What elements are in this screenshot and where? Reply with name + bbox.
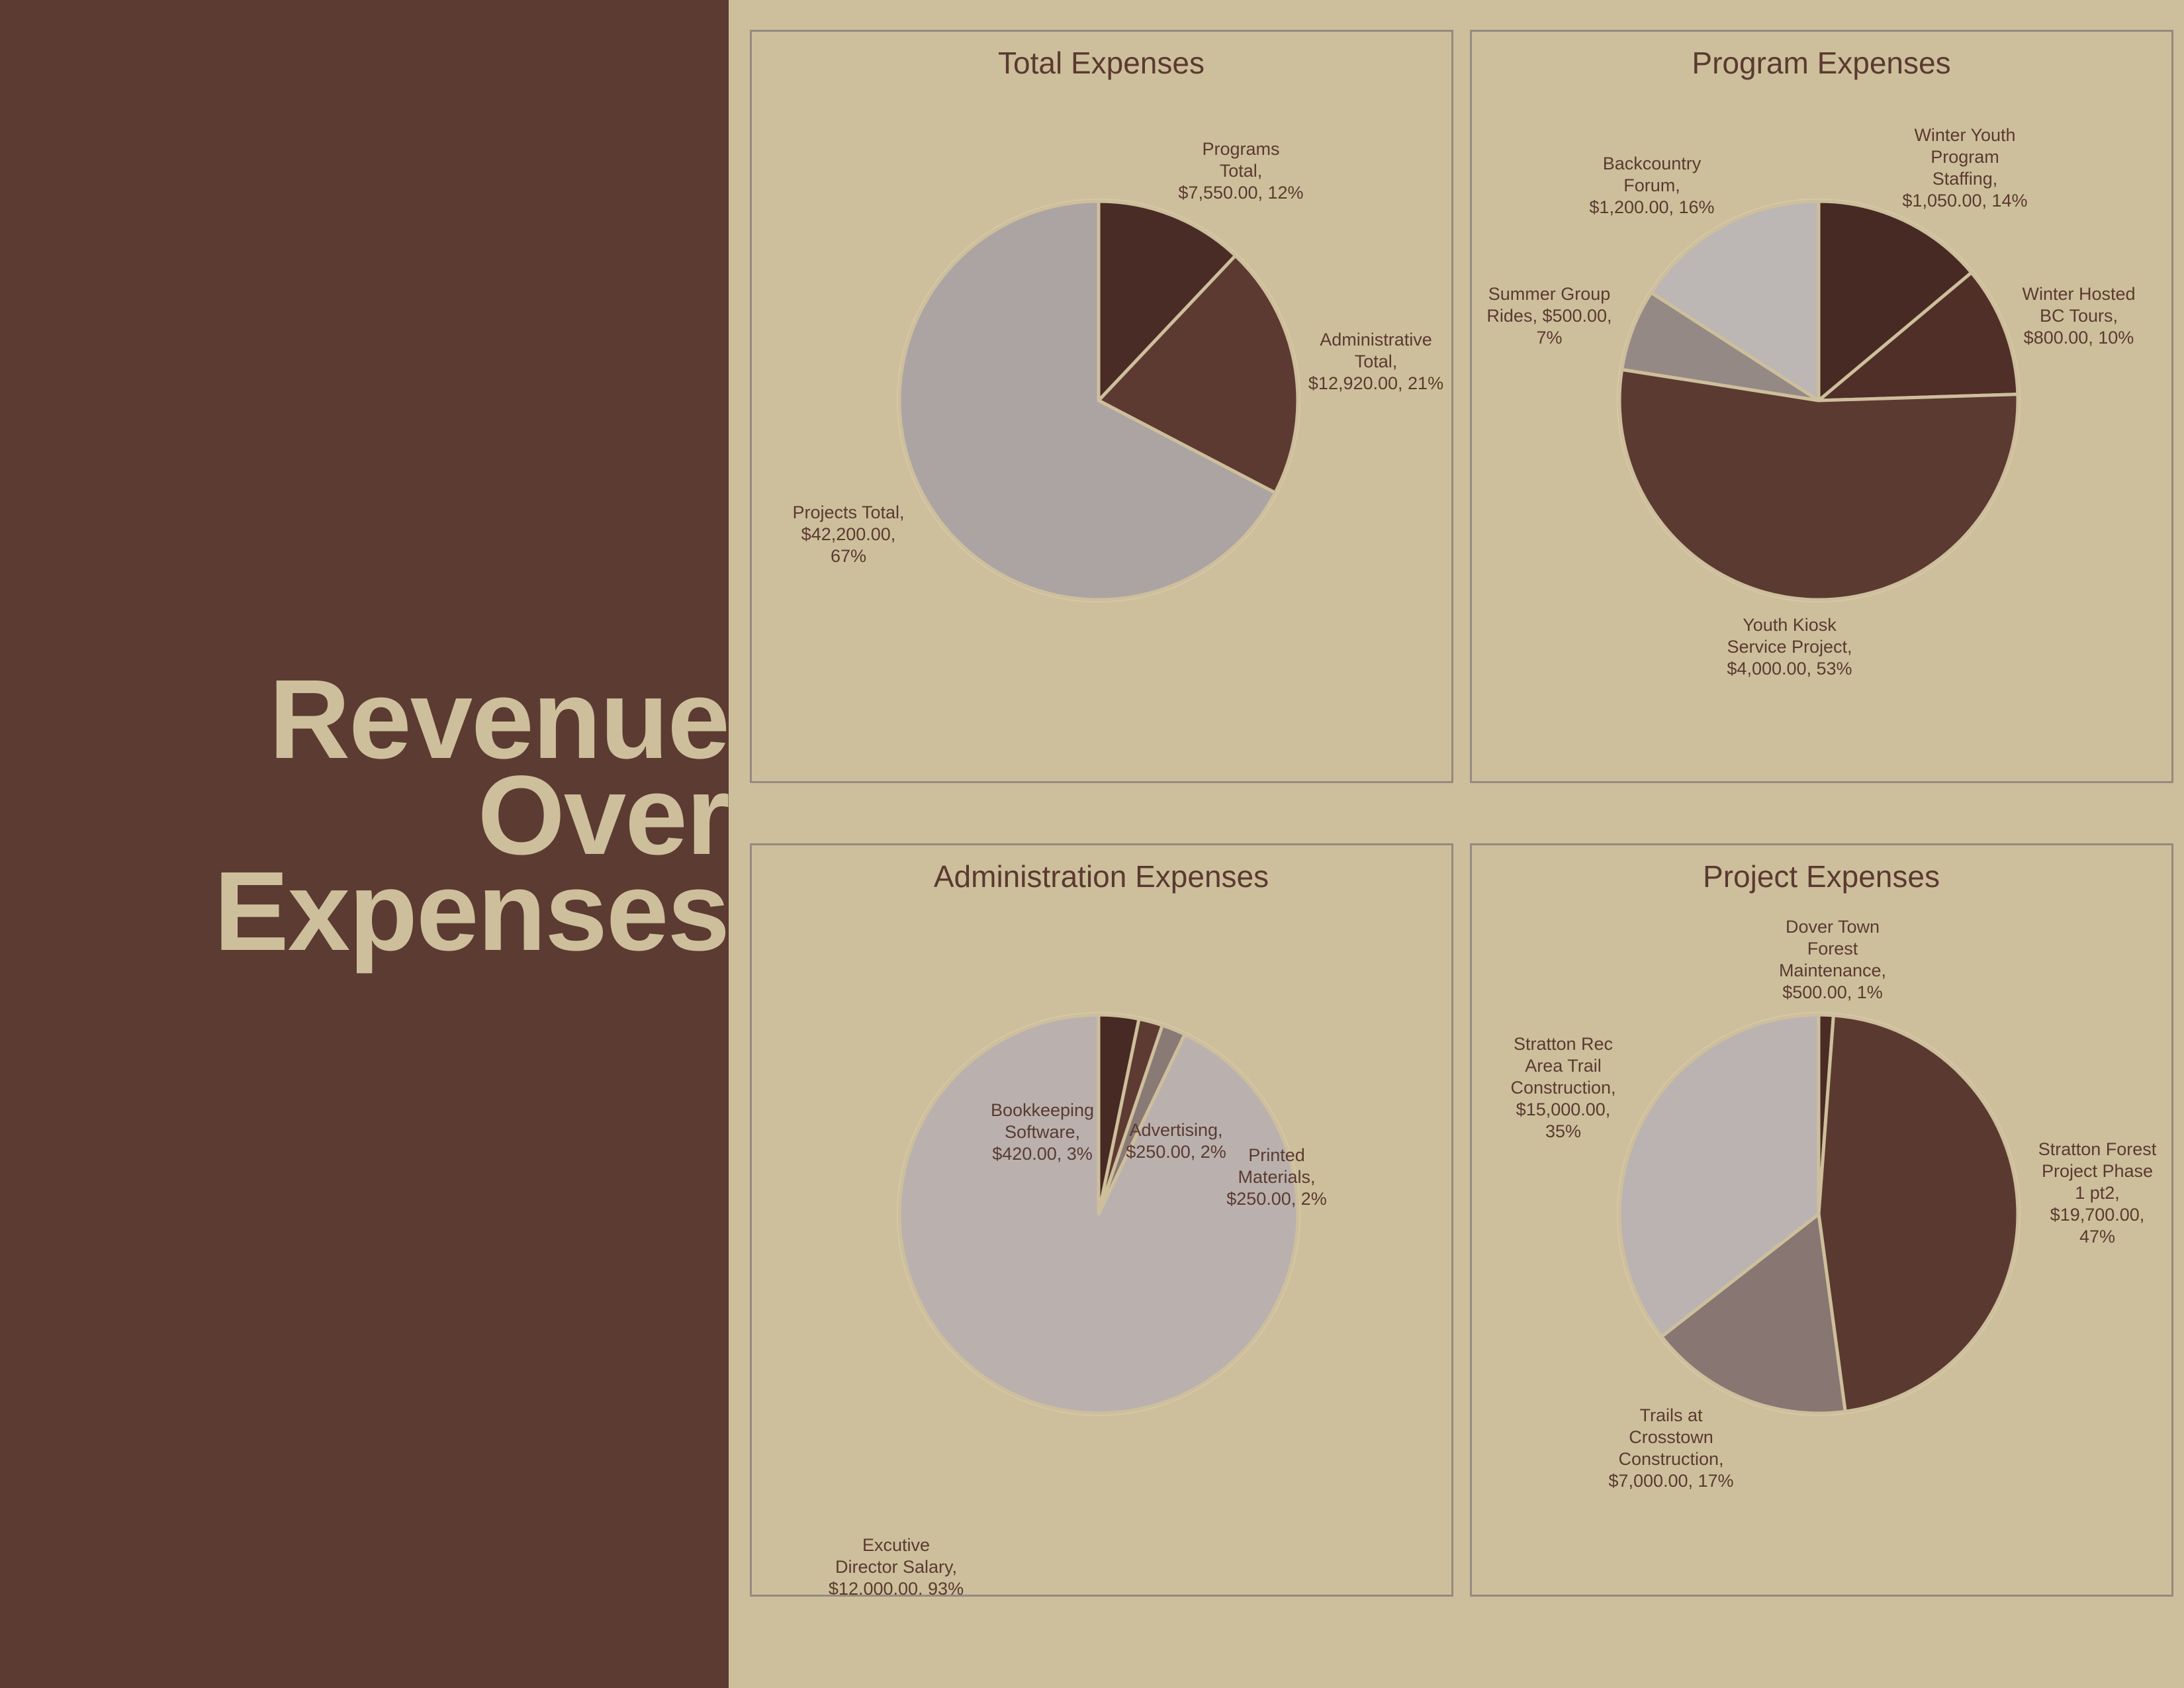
pie-slice-backcountry xyxy=(1649,199,1821,402)
slice-label-advertising: Advertising, $250.00, 2% xyxy=(1126,1120,1226,1162)
total-expenses-chart: Total Expenses Programs Total, $7,550.00, 1… xyxy=(750,30,1453,783)
slice-label-line: $1,050.00, 14% xyxy=(1902,191,2027,211)
chart-title: Project Expenses xyxy=(1703,859,1940,894)
slice-label-line: $420.00, 3% xyxy=(992,1144,1093,1164)
slice-label-line: Excutive xyxy=(862,1535,930,1555)
slice-label-line: BC Tours, xyxy=(2040,306,2118,326)
slice-label-line: Maintenance, xyxy=(1779,961,1886,980)
slice-label-line: Programs xyxy=(1202,139,1279,159)
slice-label-line: Service Project, xyxy=(1727,637,1852,657)
slice-label-line: $250.00, 2% xyxy=(1226,1189,1327,1209)
project-expenses-chart: Project Expenses Dover Town Forest Maintena… xyxy=(1470,843,2173,1597)
slice-label-line: Stratton Rec xyxy=(1514,1034,1613,1054)
slice-label-line: Youth Kiosk xyxy=(1743,615,1837,635)
slice-label-line: $42,200.00, xyxy=(801,524,896,544)
slice-label-line: Project Phase xyxy=(2042,1161,2153,1181)
slice-label-line: $19,700.00, xyxy=(2050,1205,2145,1225)
slice-label-stratton-forest: Stratton Forest Project Phase 1 pt2, $19,70… xyxy=(2038,1139,2157,1246)
page-title-line: Revenue xyxy=(269,657,730,782)
chart-title: Administration Expenses xyxy=(934,859,1269,894)
pie-slice-excutive xyxy=(897,1013,1300,1415)
slice-label-line: Rides, $500.00, xyxy=(1486,306,1612,326)
slice-label-line: Printed xyxy=(1248,1145,1305,1165)
slice-label-line: Staffing, xyxy=(1933,169,1998,189)
slice-label-line: Forum, xyxy=(1623,175,1680,195)
slice-label-trails-at: Trails at Crosstown Construction, $7,000.00… xyxy=(1608,1405,1733,1491)
slice-label-line: $500.00, 1% xyxy=(1782,982,1883,1002)
slice-label-line: $800.00, 10% xyxy=(2024,328,2134,348)
slice-label-line: Trails at xyxy=(1639,1405,1703,1425)
page-title-line: Over xyxy=(477,753,730,878)
pie-slice-winter-youth xyxy=(1817,199,1974,402)
slice-label-line: Projects Total, xyxy=(792,502,904,522)
slice-label-dover-town: Dover Town Forest Maintenance, $500.00, 1% xyxy=(1779,917,1886,1002)
slice-label-printed: Printed Materials, $250.00, 2% xyxy=(1226,1145,1327,1209)
slice-label-line: Advertising, xyxy=(1129,1120,1222,1140)
slice-label-bookkeeping: Bookkeeping Software, $420.00, 3% xyxy=(991,1100,1094,1164)
slice-label-line: Winter Hosted xyxy=(2022,284,2135,304)
slice-label-winter-youth: Winter Youth Program Staffing, $1,050.00, 1… xyxy=(1902,125,2027,211)
slice-label-line: Total, xyxy=(1220,161,1263,181)
slice-label-line: 35% xyxy=(1545,1121,1581,1141)
administration-expenses-pie-svg: Administration Expenses Bookkeeping Softwa… xyxy=(829,859,1327,1595)
pie-slice-administrative xyxy=(1097,254,1300,494)
slice-label-line: $7,000.00, 17% xyxy=(1608,1471,1733,1491)
slice-label-stratton-rec: Stratton Rec Area Trail Construction, $15,0… xyxy=(1510,1034,1615,1141)
slice-label-projects-total: Projects Total, $42,200.00, 67% xyxy=(792,502,904,566)
slice-label-winter-hosted: Winter Hosted BC Tours, $800.00, 10% xyxy=(2022,284,2135,348)
administration-expenses-chart: Administration Expenses Bookkeeping Softwa… xyxy=(750,843,1453,1597)
slice-label-line: Software, xyxy=(1005,1122,1080,1142)
slice-label-line: $15,000.00, xyxy=(1516,1100,1611,1119)
pie-slice-youth-kiosk xyxy=(1617,367,2020,602)
slice-label-line: $4,000.00, 53% xyxy=(1727,659,1852,679)
pie-slice-programs xyxy=(1097,199,1238,402)
slice-label-line: Bookkeeping xyxy=(991,1100,1094,1120)
slice-label-administrative: Administrative Total, $12,920.00, 21% xyxy=(1308,330,1443,393)
slice-label-line: Director Salary, xyxy=(835,1557,957,1577)
slice-label-line: Forest xyxy=(1807,939,1858,959)
pie-slice-trails-at xyxy=(1660,1212,1847,1415)
pie-slice-stratton-rec xyxy=(1617,1013,1821,1338)
slice-label-line: Dover Town xyxy=(1786,917,1880,937)
slice-label-line: Program xyxy=(1931,147,1999,167)
slice-label-line: Winter Youth xyxy=(1914,125,2015,145)
slice-label-excutive: Excutive Director Salary, $12,000.00, 93% xyxy=(829,1535,964,1595)
program-expenses-chart: Program Expenses Winter Youth Program Staff… xyxy=(1470,30,2173,783)
pie-slice-stratton-forest xyxy=(1817,1013,2020,1413)
left-panel: Revenue Over Expenses xyxy=(0,0,730,1688)
slice-label-line: $12,920.00, 21% xyxy=(1308,373,1443,393)
pie-slice-projects-total xyxy=(897,199,1277,602)
slice-label-line: Materials, xyxy=(1238,1167,1315,1187)
slice-label-line: 67% xyxy=(831,546,866,566)
slice-label-line: Backcountry xyxy=(1603,154,1702,173)
slice-label-summer-group: Summer Group Rides, $500.00, 7% xyxy=(1486,284,1612,348)
project-expenses-pie-svg: Project Expenses Dover Town Forest Maintena… xyxy=(1510,859,2157,1491)
page-title-line: Expenses xyxy=(214,849,730,974)
slice-label-line: Area Trail xyxy=(1525,1056,1602,1076)
slice-label-line: Total, xyxy=(1355,352,1398,371)
slice-label-line: $250.00, 2% xyxy=(1126,1142,1226,1162)
slice-label-line: 7% xyxy=(1536,328,1562,348)
slice-label-line: Stratton Forest xyxy=(2038,1139,2157,1159)
chart-title: Total Expenses xyxy=(998,46,1205,80)
program-expenses-pie-svg: Program Expenses Winter Youth Program Staff… xyxy=(1486,46,2135,679)
slice-label-line: Crosstown xyxy=(1629,1427,1713,1447)
slice-label-programs: Programs Total, $7,550.00, 12% xyxy=(1178,139,1303,203)
chart-title: Program Expenses xyxy=(1692,46,1950,80)
slice-label-line: Construction, xyxy=(1510,1078,1615,1098)
slice-label-line: Construction, xyxy=(1618,1449,1723,1469)
slice-label-line: Administrative xyxy=(1320,330,1432,350)
slice-label-line: $12,000.00, 93% xyxy=(829,1579,964,1595)
slice-label-line: 47% xyxy=(2079,1227,2115,1246)
slice-label-line: Summer Group xyxy=(1488,284,1611,304)
slice-label-line: $1,200.00, 16% xyxy=(1589,197,1714,217)
slice-label-line: 1 pt2, xyxy=(2075,1183,2120,1203)
slice-label-youth-kiosk: Youth Kiosk Service Project, $4,000.00, 53… xyxy=(1727,615,1852,679)
pie-slice-winter-hosted xyxy=(1817,271,2020,402)
slice-label-backcountry: Backcountry Forum, $1,200.00, 16% xyxy=(1589,154,1714,217)
page-title: Revenue Over Expenses xyxy=(0,657,730,974)
slice-label-line: $7,550.00, 12% xyxy=(1178,183,1303,203)
